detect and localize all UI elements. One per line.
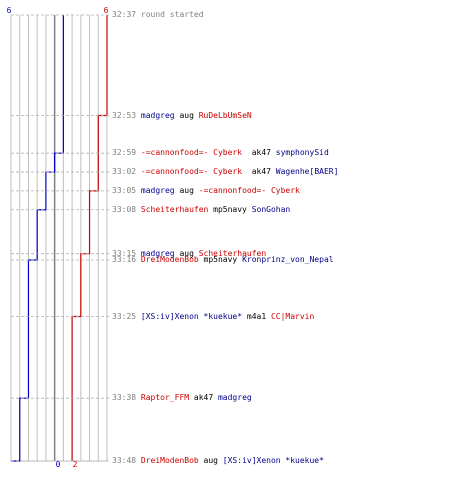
event-row: 33:16 DreiModenBob mp5navy Kronprinz_von… xyxy=(112,255,334,265)
weapon-name: aug xyxy=(174,185,199,195)
player-name: madgreg xyxy=(140,248,175,258)
weapon-name: mp5navy xyxy=(208,204,252,214)
event-row: 33:05 madgreg aug -=cannonfood=- Cyberk xyxy=(112,186,300,196)
event-row: 33:25 [XS:iv]Xenon *kuekue* m4a1 CC|Marv… xyxy=(112,312,314,322)
event-time: 33:38 xyxy=(112,393,141,403)
event-row: 33:38 Raptor_FFM ak47 madgreg xyxy=(112,393,252,403)
weapon-name: ak47 xyxy=(242,167,276,177)
event-time: 32:59 xyxy=(112,148,141,158)
event-time: 33:08 xyxy=(112,204,141,214)
player-name: RuDeLbUmSeN xyxy=(198,110,252,120)
player-name: Raptor_FFM xyxy=(140,393,190,403)
player-name: Wagenhe[BAER] xyxy=(275,167,339,177)
player-name: madgreg xyxy=(217,393,252,403)
player-name: madgreg xyxy=(140,110,175,120)
player-name: SonGohan xyxy=(251,204,291,214)
player-name: -=cannonfood=- Cyberk xyxy=(140,167,243,177)
weapon-name: mp5navy xyxy=(198,254,243,264)
weapon-name: aug xyxy=(174,110,199,120)
event-time: 33:02 xyxy=(112,167,141,177)
player-name: -=cannonfood=- Cyberk xyxy=(198,185,300,195)
event-time: 32:37 xyxy=(112,10,141,19)
weapon-name: aug xyxy=(198,456,223,465)
player-name: symphonySid xyxy=(275,148,329,158)
event-row: 33:02 -=cannonfood=- Cyberk ak47 Wagenhe… xyxy=(112,167,338,177)
event-time: 32:53 xyxy=(112,110,141,120)
event-row: 32:53 madgreg aug RuDeLbUmSeN xyxy=(112,111,252,121)
player-name: DreiModenBob xyxy=(140,254,199,264)
blue-end-label: 0 xyxy=(56,460,61,469)
weapon-name: ak47 xyxy=(189,393,218,403)
event-text: round started xyxy=(140,10,204,19)
player-name: madgreg xyxy=(140,185,175,195)
weapon-name: aug xyxy=(174,248,199,258)
event-time: 33:48 xyxy=(112,456,141,465)
event-time: 33:16 xyxy=(112,254,141,264)
event-row: 32:59 -=cannonfood=- Cyberk ak47 symphon… xyxy=(112,148,329,158)
weapon-name: ak47 xyxy=(242,148,276,158)
player-name: DreiModenBob xyxy=(140,456,199,465)
player-name: -=cannonfood=- Cyberk xyxy=(140,148,243,158)
event-row: 33:08 Scheiterhaufen mp5navy SonGohan xyxy=(112,205,290,215)
player-name: Kronprinz_von_Nepal xyxy=(242,254,334,264)
red-start-label: 6 xyxy=(104,6,109,15)
event-row: 33:48 DreiModenBob aug [XS:iv]Xenon *kue… xyxy=(112,456,324,466)
event-time: 33:25 xyxy=(112,311,141,321)
blue-start-label: 6 xyxy=(7,6,12,15)
event-time: 33:05 xyxy=(112,185,141,195)
event-row: 33:15 madgreg aug Scheiterhaufen xyxy=(112,249,266,259)
player-name: [XS:iv]Xenon *kuekue* xyxy=(140,311,243,321)
player-name: [XS:iv]Xenon *kuekue* xyxy=(222,456,324,465)
player-name: Scheiterhaufen xyxy=(140,204,209,214)
event-time: 33:15 xyxy=(112,248,141,258)
event-row: 32:37 round started xyxy=(112,10,204,20)
weapon-name: m4a1 xyxy=(242,311,271,321)
red-end-label: 2 xyxy=(73,460,78,469)
player-name: CC|Marvin xyxy=(270,311,315,321)
player-name: Scheiterhaufen xyxy=(198,248,267,258)
